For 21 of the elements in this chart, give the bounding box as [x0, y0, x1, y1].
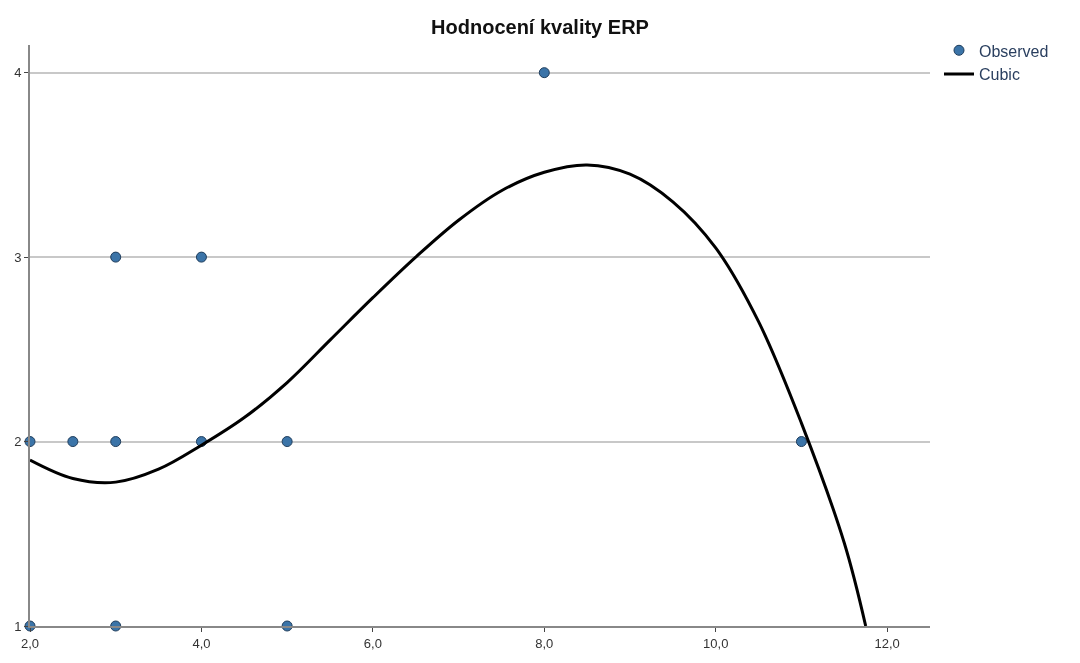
- chart-title: Hodnocení kvality ERP: [431, 15, 649, 38]
- y-tick-label: 2: [14, 434, 22, 450]
- point: [67, 436, 79, 448]
- x-tick-label: 2,0: [20, 635, 40, 651]
- legend-label: Observed: [979, 42, 1049, 60]
- y-tick-label: 1: [14, 618, 22, 634]
- x-tick-label: 6,0: [363, 635, 382, 651]
- x-tick-label: 8,0: [535, 635, 554, 651]
- point: [195, 251, 207, 263]
- point: [538, 67, 550, 79]
- y-tick-label: 3: [14, 249, 22, 265]
- point: [795, 436, 807, 448]
- x-tick-label: 12,0: [874, 635, 900, 651]
- x-tick-label: 4,0: [192, 635, 211, 651]
- line-series: [30, 163, 868, 626]
- legend-label: Cubic: [979, 66, 1020, 84]
- point: [110, 251, 122, 263]
- point: [110, 436, 122, 448]
- point: [281, 436, 293, 448]
- y-tick-label: 4: [14, 65, 22, 81]
- x-tick-label: 10,0: [703, 635, 729, 651]
